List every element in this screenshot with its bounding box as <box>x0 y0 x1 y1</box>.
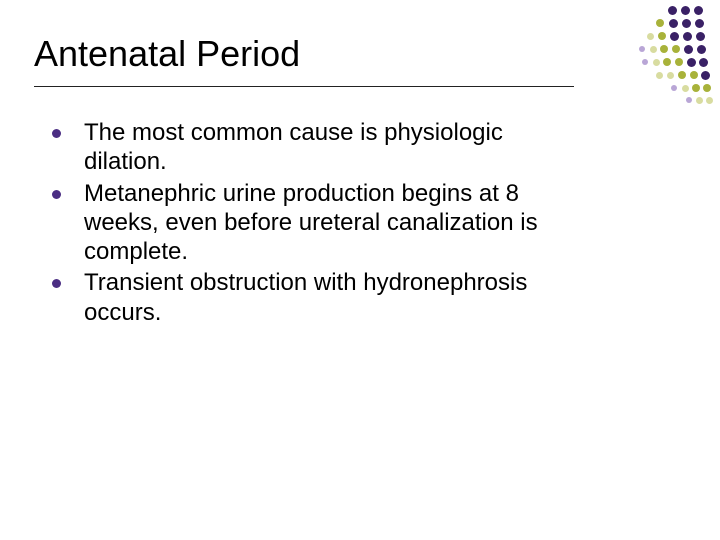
deco-dot <box>671 85 677 91</box>
deco-dot <box>675 58 683 66</box>
deco-dot <box>687 58 696 67</box>
deco-dot <box>682 19 691 28</box>
deco-dot <box>656 19 664 27</box>
deco-dot <box>697 45 706 54</box>
deco-dot <box>678 71 686 79</box>
bullet-text: The most common cause is physiologic dil… <box>84 119 503 175</box>
deco-dot <box>681 6 690 15</box>
deco-dot <box>660 45 668 53</box>
deco-dot <box>647 33 654 40</box>
deco-dot <box>650 46 657 53</box>
deco-dot <box>692 84 700 92</box>
deco-dot <box>696 32 705 41</box>
deco-dot <box>686 97 692 103</box>
list-item: Metanephric urine production begins at 8… <box>50 179 590 267</box>
deco-dot <box>699 58 708 67</box>
deco-dot <box>653 59 660 66</box>
bullet-text: Metanephric urine production begins at 8… <box>84 180 538 266</box>
deco-dot <box>682 85 689 92</box>
deco-dot <box>683 32 692 41</box>
deco-dot <box>694 6 703 15</box>
bullet-icon <box>52 129 61 138</box>
bullet-text: Transient obstruction with hydronephrosi… <box>84 269 527 325</box>
slide: Antenatal Period The most common cause i… <box>0 0 720 540</box>
list-item: The most common cause is physiologic dil… <box>50 118 590 177</box>
deco-dot <box>695 19 704 28</box>
deco-dot <box>670 32 679 41</box>
deco-dot <box>639 46 645 52</box>
deco-dot <box>668 6 677 15</box>
list-item: Transient obstruction with hydronephrosi… <box>50 268 590 327</box>
deco-dot <box>706 97 713 104</box>
deco-dot <box>701 71 710 80</box>
slide-title: Antenatal Period <box>34 34 574 84</box>
bullet-list: The most common cause is physiologic dil… <box>50 118 590 327</box>
deco-dot <box>672 45 680 53</box>
body-area: The most common cause is physiologic dil… <box>50 118 590 329</box>
deco-dot <box>658 32 666 40</box>
title-underline <box>34 86 574 87</box>
bullet-icon <box>52 190 61 199</box>
deco-dot <box>656 72 663 79</box>
deco-dot <box>669 19 678 28</box>
deco-dot <box>690 71 698 79</box>
deco-dot <box>703 84 711 92</box>
deco-dot <box>696 97 703 104</box>
deco-dot <box>684 45 693 54</box>
decorative-dot-cluster <box>584 6 714 111</box>
bullet-icon <box>52 279 61 288</box>
deco-dot <box>667 72 674 79</box>
deco-dot <box>663 58 671 66</box>
title-area: Antenatal Period <box>34 34 574 87</box>
deco-dot <box>642 59 648 65</box>
